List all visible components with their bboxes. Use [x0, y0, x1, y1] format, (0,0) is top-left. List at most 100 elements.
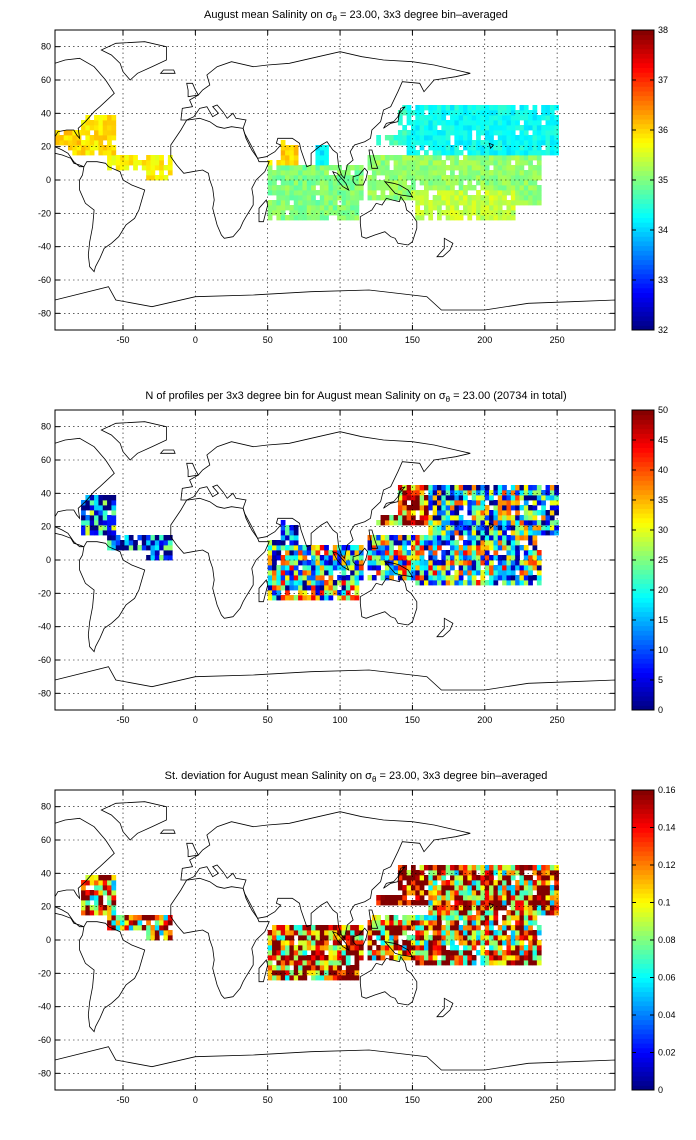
- data-cell: [502, 565, 507, 571]
- data-cell: [480, 560, 486, 566]
- data-cell: [415, 150, 421, 156]
- data-cell: [450, 485, 455, 491]
- data-cell: [480, 540, 486, 546]
- colorbar-segment: [632, 897, 654, 903]
- data-cell: [458, 580, 464, 586]
- data-cell: [454, 870, 460, 876]
- data-cell: [311, 935, 316, 941]
- data-cell: [154, 915, 160, 921]
- data-cell: [389, 195, 394, 201]
- data-cell: [163, 930, 169, 936]
- data-cell: [437, 160, 442, 166]
- data-cell: [272, 200, 277, 206]
- data-cell: [423, 135, 429, 141]
- colorbar-segment: [632, 456, 654, 463]
- data-cell: [150, 555, 156, 561]
- data-cell: [528, 125, 533, 131]
- data-cell: [419, 160, 425, 166]
- data-cell: [458, 865, 464, 871]
- data-cell: [441, 200, 447, 206]
- data-cell: [532, 905, 538, 911]
- colorbar-segment: [632, 315, 654, 322]
- data-cell: [415, 885, 421, 891]
- data-cell: [454, 175, 460, 181]
- data-cell: [423, 105, 429, 111]
- data-cell: [528, 535, 533, 541]
- data-cell: [380, 520, 386, 526]
- data-cell: [328, 565, 334, 571]
- data-cell: [415, 540, 421, 546]
- data-cell: [510, 955, 516, 961]
- data-cell: [285, 585, 290, 591]
- data-cell: [389, 185, 394, 191]
- data-cell: [419, 540, 425, 546]
- data-cell: [493, 870, 499, 876]
- data-cell: [319, 565, 325, 571]
- data-cell: [480, 145, 486, 151]
- data-cell: [298, 185, 303, 191]
- data-cell: [480, 185, 486, 191]
- data-cell: [510, 550, 516, 556]
- data-cell: [489, 520, 494, 526]
- y-tick-label: -80: [38, 1068, 51, 1078]
- data-cell: [367, 165, 373, 171]
- data-cell: [276, 970, 282, 976]
- data-cell: [306, 575, 312, 581]
- data-cell: [437, 155, 442, 161]
- data-cell: [324, 195, 329, 201]
- data-cell: [506, 550, 512, 556]
- data-cell: [397, 875, 403, 881]
- data-cell: [423, 200, 429, 206]
- data-cell: [354, 550, 360, 556]
- data-cell: [410, 515, 416, 521]
- colorbar-tick-label: 0.14: [658, 823, 676, 833]
- data-cell: [476, 190, 481, 196]
- data-cell: [428, 130, 434, 136]
- data-cell: [506, 165, 512, 171]
- colorbar-segment: [632, 503, 654, 509]
- data-cell: [419, 130, 425, 136]
- data-cell: [532, 895, 538, 901]
- data-cell: [419, 165, 425, 171]
- data-cell: [554, 885, 559, 891]
- data-cell: [476, 130, 481, 136]
- x-tick-label: 100: [333, 1095, 348, 1105]
- data-cell: [128, 540, 134, 546]
- data-cell: [528, 145, 533, 151]
- data-cell: [484, 890, 490, 896]
- data-cell: [432, 910, 438, 916]
- data-cell: [493, 170, 499, 176]
- colorbar-segment: [632, 269, 654, 275]
- data-cell: [506, 210, 512, 216]
- data-cell: [506, 120, 512, 126]
- data-cell: [476, 510, 481, 516]
- data-cell: [107, 495, 112, 501]
- data-cell: [402, 875, 408, 881]
- data-cell: [276, 210, 282, 216]
- data-cell: [133, 155, 138, 161]
- data-cell: [437, 935, 442, 941]
- data-cell: [441, 150, 447, 156]
- data-cell: [289, 530, 295, 536]
- data-cell: [536, 950, 542, 956]
- panel-std-dev: St. deviation for August mean Salinity o…: [38, 770, 676, 1105]
- data-cell: [441, 130, 447, 136]
- data-cell: [315, 200, 321, 206]
- data-cell: [471, 160, 477, 166]
- data-cell: [393, 920, 399, 926]
- data-cell: [463, 560, 468, 566]
- data-cell: [458, 115, 464, 121]
- data-cell: [328, 945, 334, 951]
- data-cell: [389, 170, 394, 176]
- data-cell: [441, 565, 447, 571]
- data-cell: [410, 505, 416, 511]
- data-cell: [506, 135, 512, 141]
- data-cell: [458, 165, 464, 171]
- colorbar-segment: [632, 95, 654, 101]
- data-cell: [536, 140, 542, 146]
- data-cell: [163, 925, 169, 931]
- data-cell: [428, 485, 434, 491]
- data-cell: [345, 580, 351, 586]
- x-tick-label: -50: [117, 715, 130, 725]
